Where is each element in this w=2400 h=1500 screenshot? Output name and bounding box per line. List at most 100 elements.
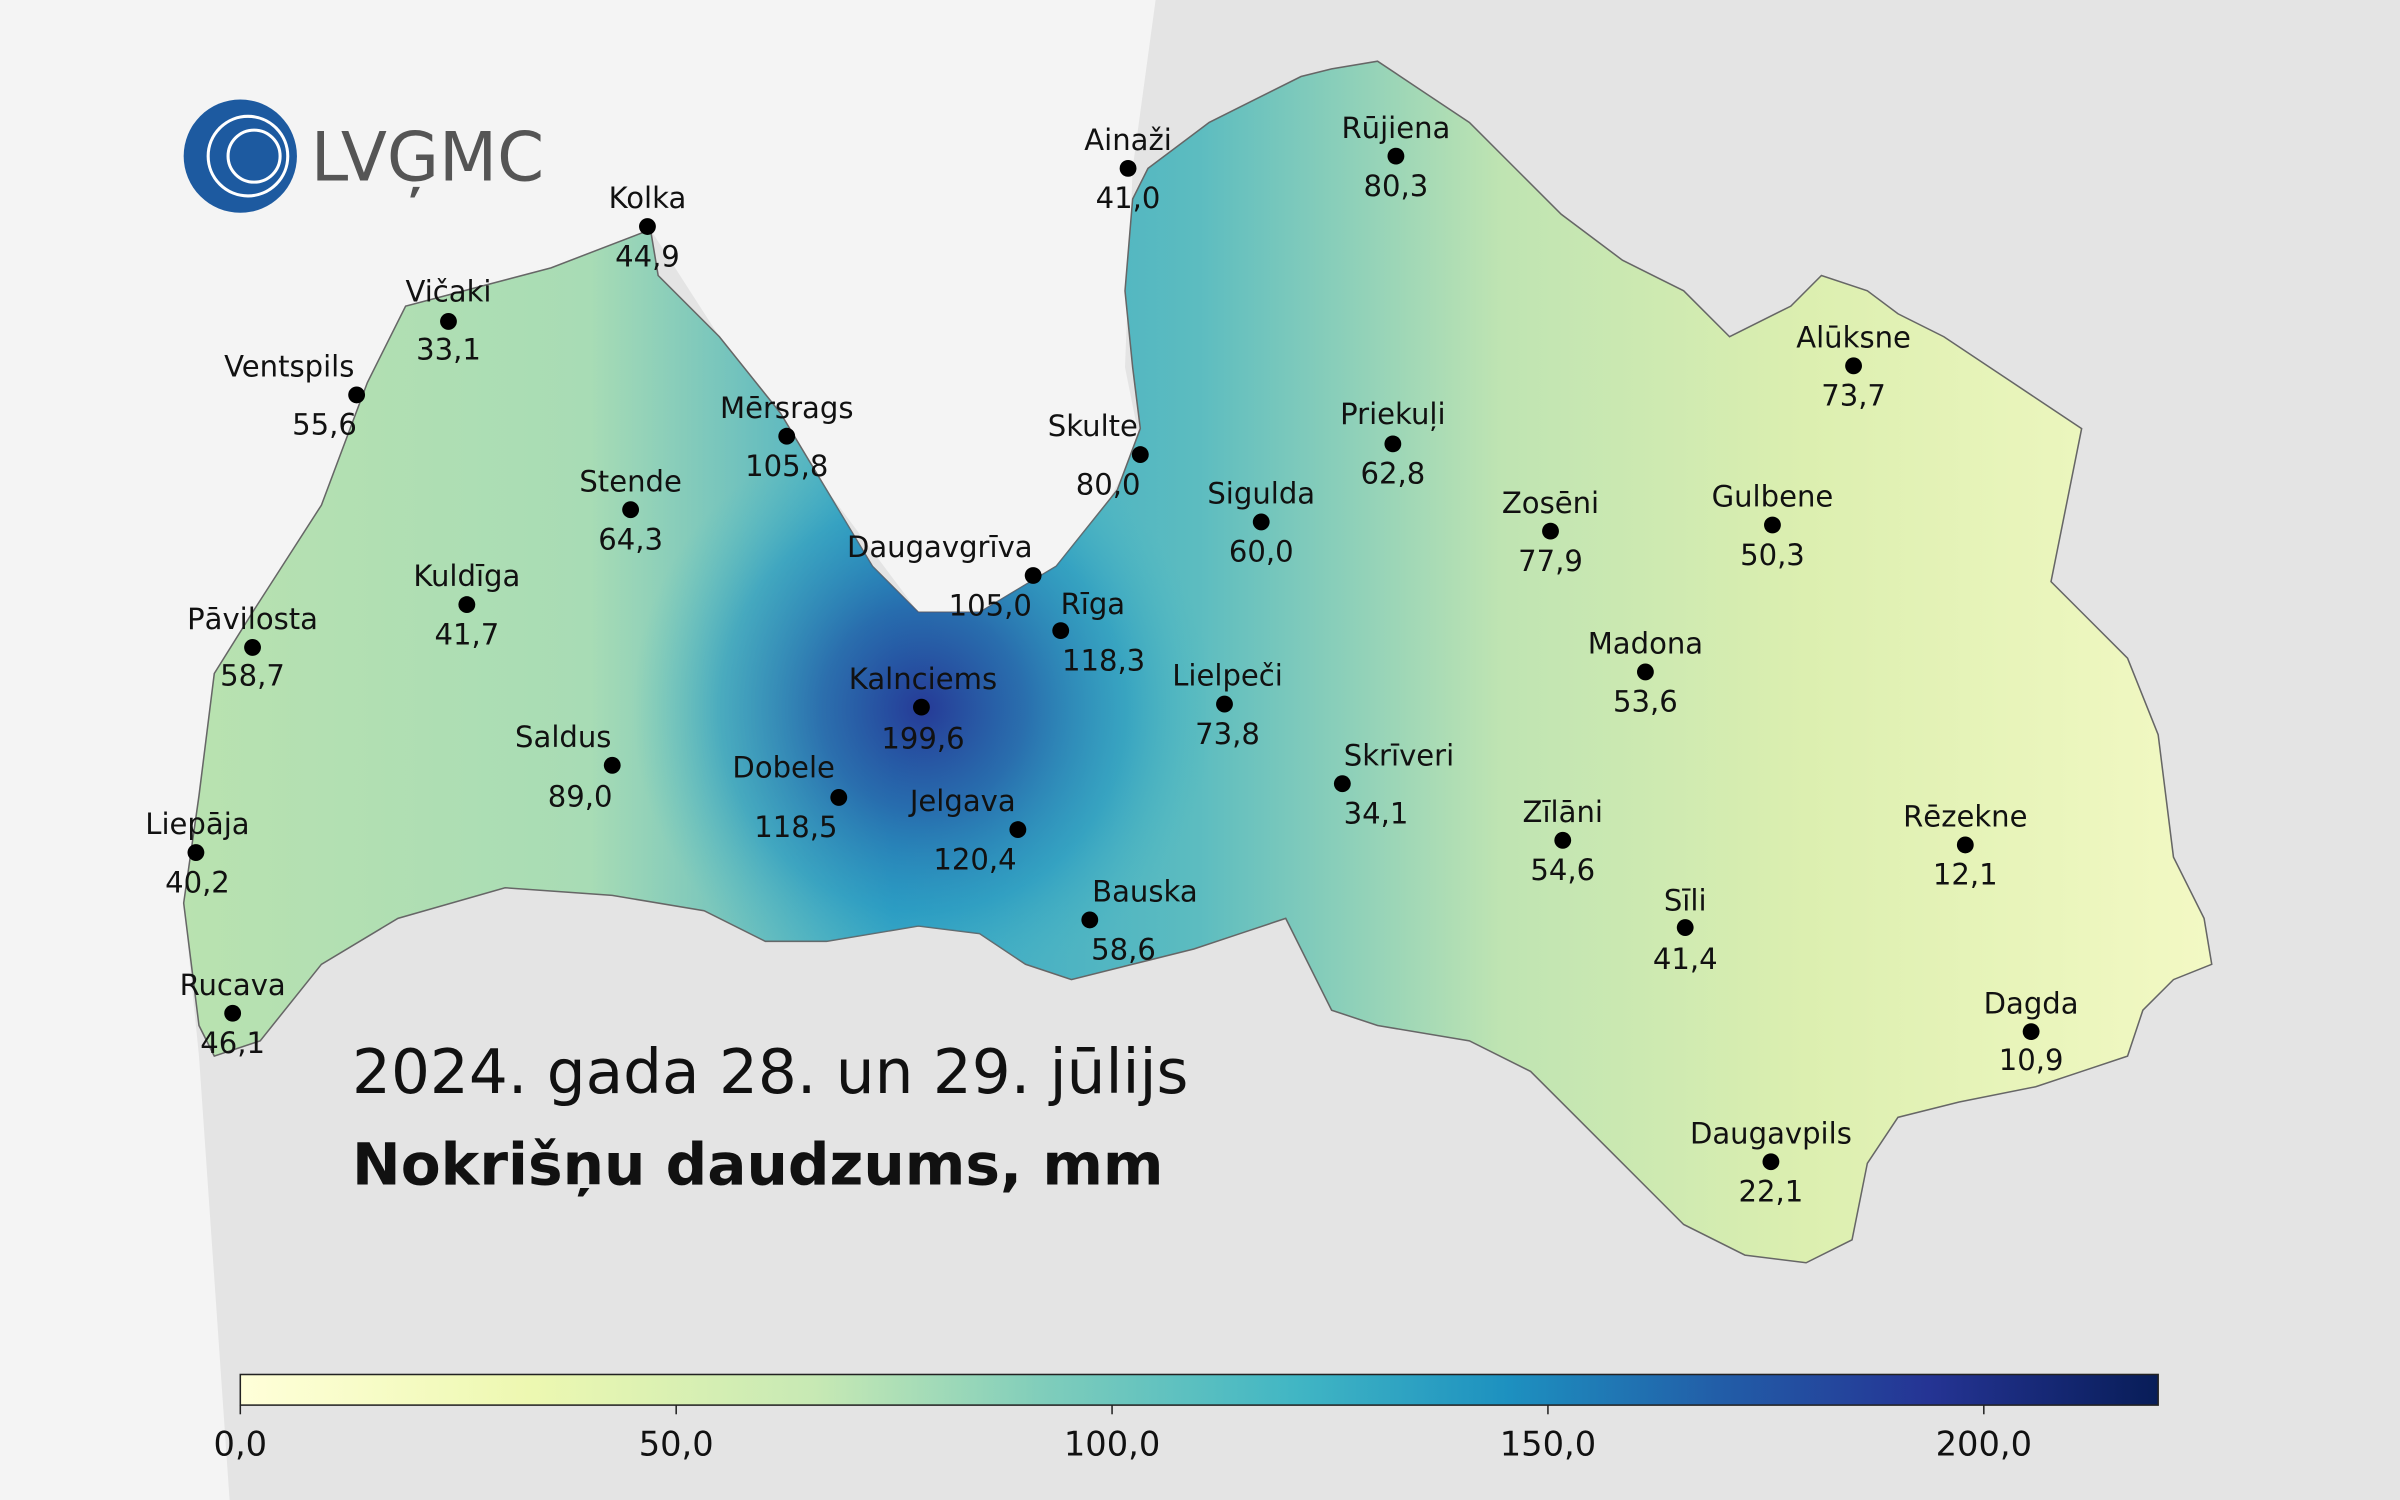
station-dot [348, 386, 366, 404]
station-dot [1081, 911, 1099, 929]
station-value: 73,7 [1821, 379, 1886, 413]
station-value: 77,9 [1518, 544, 1583, 578]
station-value: 46,1 [200, 1026, 265, 1060]
station-name: Bauska [1092, 875, 1198, 909]
station-dot [1131, 446, 1149, 464]
station-value: 41,4 [1653, 942, 1718, 976]
station-value: 118,3 [1062, 643, 1145, 677]
station-dot [2022, 1023, 2040, 1041]
station-name: Ventspils [224, 350, 354, 384]
station-dot [1384, 435, 1402, 453]
station-dot [1009, 821, 1027, 839]
station-dot [913, 698, 930, 716]
station-name: Madona [1588, 627, 1703, 661]
station-value: 62,8 [1360, 457, 1425, 491]
station-dot [639, 218, 656, 235]
station-name: Zosēni [1502, 486, 1599, 520]
station-dot [1956, 836, 1974, 854]
station-name: Stende [579, 464, 682, 498]
station-value: 60,0 [1229, 535, 1294, 569]
station-value: 33,1 [416, 333, 481, 367]
station-name: Saldus [515, 720, 611, 754]
colorbar-tick-label: 100,0 [1064, 1425, 1160, 1464]
station-name: Skrīveri [1344, 738, 1454, 772]
station-dot [187, 844, 205, 861]
logo-text: LVĢMC [311, 118, 544, 198]
station-dot [1333, 775, 1351, 793]
station-dot [244, 639, 261, 656]
colorbar-tick-label: 0,0 [214, 1425, 268, 1464]
station-value: 105,8 [745, 449, 828, 483]
sea [0, 0, 1156, 1500]
station-name: Rucava [180, 968, 286, 1002]
station-name: Mērsrags [720, 391, 853, 425]
station-dot [224, 1004, 242, 1022]
station-name: Dobele [732, 751, 834, 785]
station-dot [1636, 663, 1654, 681]
station-name: Skulte [1048, 409, 1138, 443]
logo-ring [206, 114, 290, 198]
station-value: 10,9 [1999, 1043, 2064, 1077]
station-dot [603, 756, 621, 774]
station-name: Sigulda [1207, 477, 1315, 511]
logo: LVĢMC [183, 99, 544, 213]
station-name: Zīlāni [1523, 795, 1603, 829]
station-value: 44,9 [615, 239, 680, 273]
station-value: 58,6 [1091, 933, 1156, 967]
station-dot [1024, 567, 1042, 584]
colorbar-tick-label: 50,0 [639, 1425, 714, 1464]
station-name: Pāvilosta [187, 602, 318, 636]
station-name: Rīga [1061, 587, 1126, 621]
station-name: Jelgava [908, 784, 1016, 818]
station-name: Daugavpils [1690, 1116, 1852, 1150]
station-name: Alūksne [1796, 320, 1911, 354]
station-value: 80,3 [1364, 169, 1429, 203]
colorbar [239, 1373, 2159, 1406]
logo-mark [183, 99, 297, 213]
station-name: Ainaži [1084, 123, 1172, 157]
station-dot [1387, 147, 1405, 165]
station-value: 58,7 [220, 659, 285, 693]
station-value: 50,3 [1740, 538, 1805, 572]
station-dot [1762, 1153, 1780, 1171]
station-value: 53,6 [1613, 685, 1678, 719]
station-value: 199,6 [881, 721, 964, 755]
title: 2024. gada 28. un 29. jūlijs [352, 1037, 1188, 1108]
station-name: Lielpeči [1172, 659, 1283, 693]
station-dot [1676, 919, 1694, 936]
subtitle: Nokrišņu daudzums, mm [352, 1131, 1164, 1199]
station-name: Kalnciems [849, 662, 997, 696]
station-value: 118,5 [754, 810, 837, 844]
station-name: Rūjiena [1341, 111, 1450, 145]
station-name: Rēzekne [1903, 800, 2027, 834]
colorbar-tick-label: 150,0 [1500, 1425, 1596, 1464]
station-name: Dagda [1984, 986, 2079, 1020]
station-value: 80,0 [1076, 467, 1141, 501]
station-value: 12,1 [1933, 858, 1998, 892]
station-dot [1542, 522, 1559, 540]
station-dot [1216, 695, 1233, 713]
station-name: Liepāja [145, 807, 249, 841]
colorbar-tick-label: 200,0 [1936, 1425, 2032, 1464]
station-name: Daugavgrīva [847, 530, 1033, 564]
station-value: 55,6 [292, 408, 357, 442]
station-value: 22,1 [1739, 1175, 1804, 1209]
station-dot [458, 596, 476, 614]
station-dot [1252, 513, 1270, 531]
station-value: 40,2 [165, 865, 230, 899]
station-name: Kolka [609, 181, 687, 215]
station-value: 105,0 [949, 588, 1032, 622]
station-value: 64,3 [598, 522, 663, 556]
station-dot [1845, 357, 1862, 375]
station-dot [1554, 831, 1572, 849]
station-value: 41,7 [434, 617, 499, 651]
station-value: 89,0 [548, 780, 613, 814]
station-dot [1119, 159, 1137, 177]
station-value: 34,1 [1344, 796, 1409, 830]
station-name: Priekuļi [1340, 397, 1445, 431]
station-dot [830, 789, 848, 806]
station-dot [440, 313, 457, 330]
station-dot [622, 501, 640, 519]
station-value: 54,6 [1530, 853, 1595, 887]
